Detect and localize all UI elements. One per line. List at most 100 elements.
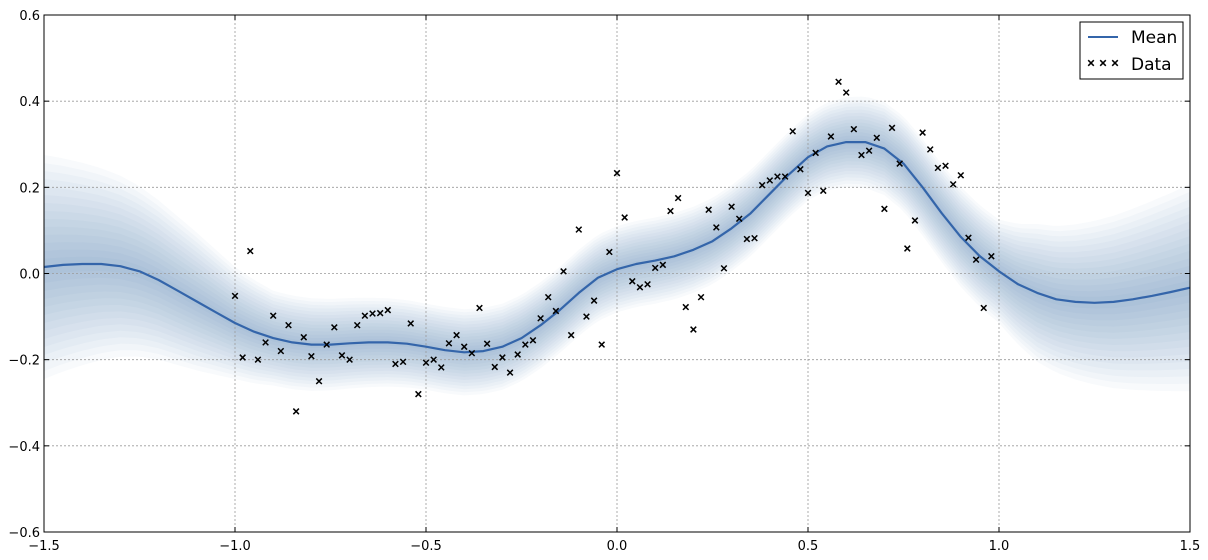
marker-stroke (667, 207, 674, 215)
data-point (751, 234, 758, 242)
marker-stroke (606, 248, 613, 256)
marker-stroke (499, 354, 506, 361)
data-point (606, 248, 613, 256)
marker-stroke (269, 312, 277, 320)
marker-stroke (789, 127, 797, 135)
marker-stroke (392, 360, 399, 368)
data-point (697, 293, 705, 301)
marker-stroke (980, 304, 988, 312)
marker-stroke (491, 363, 499, 371)
marker-stroke (399, 358, 407, 366)
data-series (231, 78, 995, 415)
data-point (728, 203, 735, 211)
data-point (667, 207, 674, 215)
data-point (842, 89, 850, 96)
marker-stroke (415, 390, 422, 398)
confidence-band (44, 97, 1190, 396)
data-point (789, 127, 797, 135)
data-point (965, 234, 972, 242)
marker-stroke (881, 205, 888, 213)
data-point (903, 245, 911, 252)
marker-stroke (338, 352, 346, 359)
data-point (453, 331, 460, 339)
data-point (957, 171, 965, 179)
data-point (988, 252, 995, 260)
marker-stroke (942, 162, 949, 170)
data-point (529, 336, 537, 344)
marker-stroke (315, 377, 323, 385)
marker-stroke (231, 292, 239, 300)
marker-stroke (812, 149, 819, 157)
marker-stroke (552, 307, 560, 315)
data-point (330, 324, 338, 331)
data-point (445, 339, 453, 347)
marker-stroke (330, 324, 338, 331)
marker-stroke (697, 293, 705, 301)
marker-stroke (598, 341, 606, 348)
marker-stroke (644, 280, 651, 288)
data-point (246, 247, 254, 255)
marker-stroke (445, 339, 453, 347)
x-tick-label: 1.5 (1180, 539, 1201, 554)
data-point (399, 358, 407, 366)
marker-stroke (239, 354, 246, 361)
marker-stroke (743, 235, 751, 243)
marker-stroke (690, 326, 697, 333)
data-point (262, 339, 269, 346)
y-tick-label: −0.6 (8, 526, 40, 541)
data-point (926, 146, 934, 153)
marker-stroke (621, 214, 628, 221)
data-point (239, 354, 246, 361)
x-tick-label: −0.5 (410, 539, 442, 554)
data-point (613, 169, 621, 177)
y-tick-label: 0.4 (19, 95, 40, 110)
data-point (521, 341, 529, 348)
data-point (980, 304, 988, 312)
marker-stroke (476, 304, 483, 312)
data-point (598, 341, 606, 348)
marker-stroke (277, 347, 285, 355)
x-tick-label: 0.0 (607, 539, 628, 554)
legend-mean-label: Mean (1131, 28, 1177, 48)
data-point (819, 187, 827, 195)
marker-stroke (758, 181, 766, 189)
legend-data-marker (1111, 59, 1119, 67)
data-point (865, 147, 873, 155)
marker-stroke (376, 309, 384, 317)
marker-stroke (965, 234, 972, 242)
marker-stroke (1111, 59, 1119, 67)
marker-stroke (651, 264, 659, 272)
data-point (720, 264, 728, 272)
x-tick-label: 1.0 (989, 539, 1010, 554)
data-point (674, 194, 682, 202)
marker-stroke (712, 224, 720, 231)
data-point (292, 408, 300, 415)
data-point (651, 264, 659, 272)
mean-line (43, 141, 1191, 354)
marker-stroke (934, 164, 942, 172)
data-point (873, 134, 881, 142)
marker-stroke (300, 333, 308, 341)
data-point (934, 164, 942, 172)
data-point (544, 293, 552, 301)
marker-stroke (720, 264, 728, 272)
data-point (346, 356, 353, 363)
marker-stroke (583, 313, 590, 320)
data-point (766, 177, 774, 184)
marker-stroke (988, 252, 995, 260)
data-point (338, 352, 346, 359)
grid (44, 15, 1190, 532)
data-point (407, 320, 415, 327)
data-point (300, 333, 308, 341)
marker-stroke (323, 341, 331, 348)
data-point (827, 133, 835, 140)
data-point (285, 321, 292, 329)
marker-stroke (353, 321, 361, 329)
marker-stroke (246, 247, 254, 255)
marker-stroke (521, 341, 529, 348)
marker-stroke (560, 268, 567, 275)
marker-stroke (873, 134, 881, 142)
marker-stroke (613, 169, 621, 177)
data-point (774, 173, 781, 180)
